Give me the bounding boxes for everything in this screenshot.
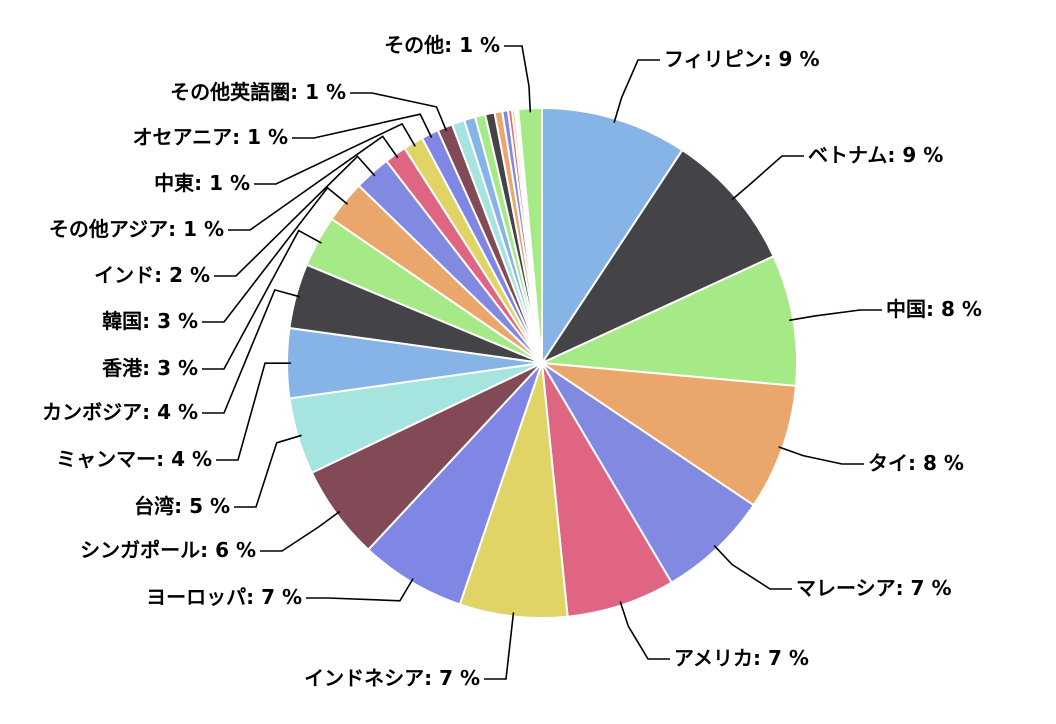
slice-labels: フィリピン: 9 % ベトナム: 9 % 中国: 8 % タイ: 8 % マレーシア: …	[42, 33, 982, 690]
slice-label: フィリピン: 9 %	[664, 47, 819, 71]
label-connector	[613, 59, 660, 123]
label-connector	[254, 122, 416, 185]
slice-label: その他アジア: 1 %	[49, 217, 224, 241]
label-connector	[484, 612, 515, 680]
slice-label: シンガポール: 6 %	[80, 538, 256, 562]
label-connector	[202, 186, 349, 323]
slice-label: インドネシア: 7 %	[304, 666, 480, 690]
slice-label: インド: 2 %	[94, 263, 210, 287]
slice-label: 韓国: 3 %	[102, 309, 198, 333]
label-connector	[619, 601, 670, 660]
label-connector	[260, 510, 341, 552]
label-connectors	[202, 45, 882, 680]
label-connector	[292, 113, 433, 139]
slice-label: オセアニア: 1 %	[133, 125, 288, 149]
slice-label: 香港: 3 %	[102, 356, 198, 380]
slice-label: 中東: 1 %	[154, 171, 250, 195]
label-connector	[731, 155, 804, 201]
slice-label: 台湾: 5 %	[134, 494, 230, 518]
label-connector	[234, 434, 302, 508]
slice-label: マレーシア: 7 %	[796, 576, 951, 600]
slice-label: ミャンマー: 4 %	[56, 447, 212, 471]
pie-slices	[285, 107, 798, 619]
slice-label: ベトナム: 9 %	[808, 143, 943, 167]
label-connector	[789, 309, 882, 322]
label-connector	[228, 135, 399, 231]
label-connector	[214, 155, 376, 277]
slice-label: 中国: 8 %	[886, 297, 982, 321]
slice-label: ヨーロッパ: 7 %	[146, 585, 302, 609]
label-connector	[504, 45, 532, 113]
slice-label: カンボジア: 4 %	[42, 400, 198, 424]
label-connector	[216, 362, 291, 461]
slice-label: その他: 1 %	[384, 33, 500, 57]
slice-label: アメリカ: 7 %	[674, 646, 809, 670]
slice-label: その他英語圏: 1 %	[170, 80, 346, 104]
label-connector	[202, 229, 322, 370]
label-connector	[306, 577, 414, 602]
label-connector	[202, 288, 301, 414]
slice-label: タイ: 8 %	[868, 451, 964, 475]
label-connector	[350, 92, 448, 132]
label-connector	[778, 446, 864, 465]
label-connector	[713, 545, 792, 590]
